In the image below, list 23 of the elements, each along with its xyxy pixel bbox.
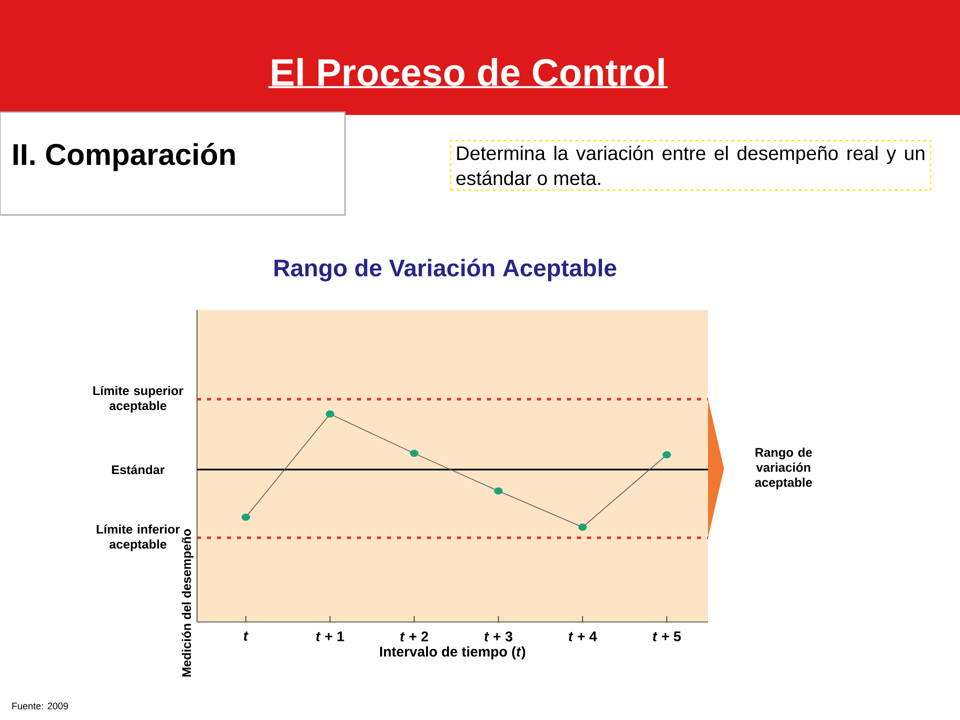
- x-tick-label: t + 4: [568, 632, 597, 642]
- text: II. Comparación: [14, 142, 235, 172]
- point: [662, 451, 671, 458]
- x-tick-label: t + 3: [484, 632, 512, 642]
- point: [494, 487, 503, 495]
- point: [410, 450, 418, 457]
- source-note: Fuente: 2009: [12, 702, 68, 710]
- point: [578, 524, 587, 531]
- text: Determina la variación entre el desempeño real y un estándar o meta.: [456, 146, 924, 186]
- text: El Proceso de Control: [272, 58, 664, 86]
- x-tick-label: t + 2: [400, 632, 428, 642]
- chart-title: Rango de Variación Aceptable: [274, 258, 616, 282]
- x-tick-label: t + 1: [316, 632, 344, 642]
- point: [326, 410, 334, 418]
- text: Rango de variación aceptable: [755, 448, 812, 490]
- point: [242, 514, 250, 521]
- x-axis-title: Intervalo de tiempo (t): [380, 646, 526, 660]
- y-axis-title: Medición del desempeño: [182, 529, 194, 676]
- ref-line-label: Límite inferior aceptable: [96, 524, 180, 552]
- ref-line-label: Estándar: [112, 464, 165, 474]
- x-tick-label: t + 5: [652, 632, 681, 642]
- x-tick-label: t: [244, 632, 248, 641]
- ref-line-label: Límite superior aceptable: [93, 386, 184, 413]
